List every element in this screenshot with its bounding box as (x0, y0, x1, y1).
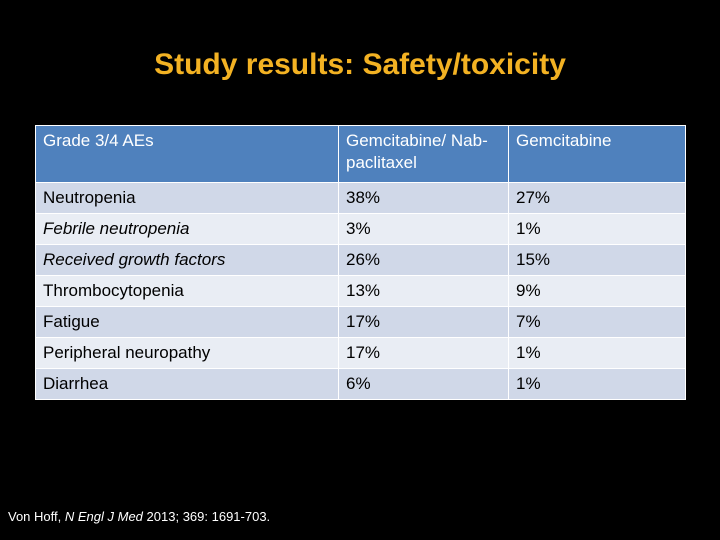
gem-value: 1% (508, 368, 686, 400)
citation-authors: Von Hoff, (8, 509, 62, 524)
gem-value: 9% (508, 275, 686, 307)
table-header-row: Grade 3/4 AEs Gemcitabine/ Nab-paclitaxe… (35, 125, 686, 183)
citation-journal: N Engl J Med (64, 509, 143, 524)
header-ae-grade: Grade 3/4 AEs (35, 125, 339, 183)
gem-value: 1% (508, 337, 686, 369)
slide-title: Study results: Safety/toxicity (154, 48, 566, 81)
gem-nab-value: 38% (338, 182, 509, 214)
gem-nab-value: 13% (338, 275, 509, 307)
table-row: Diarrhea 6% 1% (35, 368, 686, 400)
table-row: Febrile neutropenia 3% 1% (35, 213, 686, 245)
header-gem: Gemcitabine (508, 125, 686, 183)
gem-nab-value: 17% (338, 337, 509, 369)
citation: Von Hoff, N Engl J Med 2013; 369: 1691-7… (8, 509, 270, 524)
table-row: Fatigue 17% 7% (35, 306, 686, 338)
gem-value: 27% (508, 182, 686, 214)
row-label: Neutropenia (35, 182, 339, 214)
row-label: Fatigue (35, 306, 339, 338)
table-row: Thrombocytopenia 13% 9% (35, 275, 686, 307)
safety-table: Grade 3/4 AEs Gemcitabine/ Nab-paclitaxe… (35, 125, 686, 400)
table-row: Peripheral neuropathy 17% 1% (35, 337, 686, 369)
gem-value: 15% (508, 244, 686, 276)
row-label: Diarrhea (35, 368, 339, 400)
table-row: Neutropenia 38% 27% (35, 182, 686, 214)
row-label: Febrile neutropenia (35, 213, 339, 245)
table-row: Received growth factors 26% 15% (35, 244, 686, 276)
row-label: Received growth factors (35, 244, 339, 276)
gem-nab-value: 6% (338, 368, 509, 400)
gem-value: 1% (508, 213, 686, 245)
gem-nab-value: 3% (338, 213, 509, 245)
citation-details: 2013; 369: 1691-703. (146, 509, 271, 524)
row-label: Thrombocytopenia (35, 275, 339, 307)
gem-nab-value: 26% (338, 244, 509, 276)
row-label: Peripheral neuropathy (35, 337, 339, 369)
gem-nab-value: 17% (338, 306, 509, 338)
header-gem-nab: Gemcitabine/ Nab-paclitaxel (338, 125, 509, 183)
gem-value: 7% (508, 306, 686, 338)
